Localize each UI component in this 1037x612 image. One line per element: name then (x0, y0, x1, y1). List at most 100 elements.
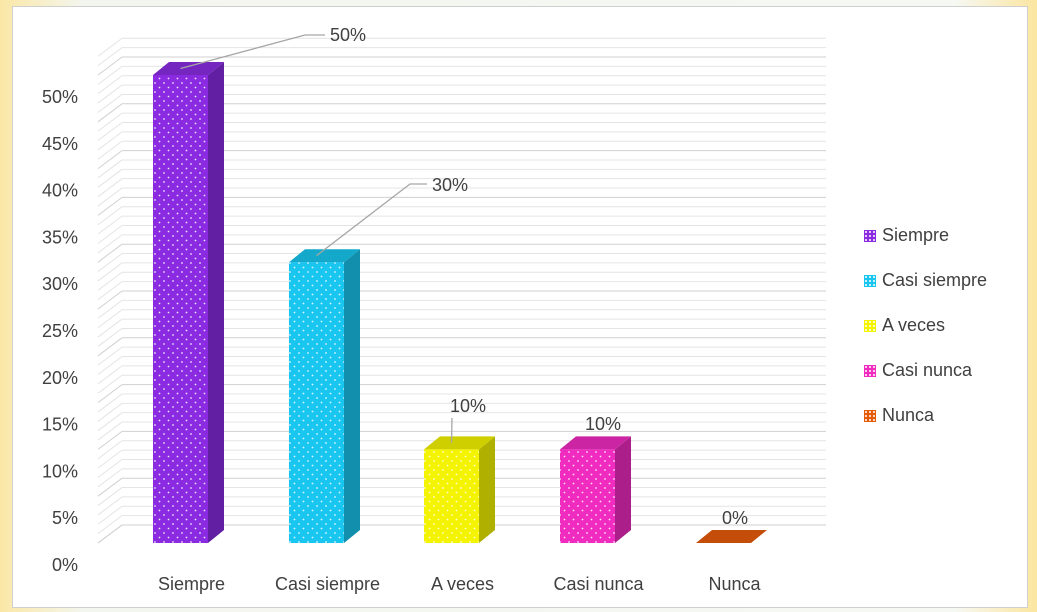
side-wall-line (97, 384, 123, 404)
side-wall-line (97, 346, 123, 366)
side-wall-line (97, 374, 123, 394)
legend-swatch-icon (864, 409, 876, 422)
legend-swatch-icon (864, 319, 876, 332)
side-wall-line (97, 225, 123, 244)
side-wall-line (97, 234, 123, 254)
side-wall-line (97, 459, 123, 478)
side-wall-line (97, 440, 123, 460)
legend-swatch-icon (864, 274, 876, 287)
side-wall-line (97, 215, 123, 235)
leader-line (316, 183, 427, 257)
x-tick-label: Nunca (708, 574, 761, 594)
legend-item: Nunca (864, 393, 1029, 438)
bar (696, 530, 767, 543)
side-wall-line (97, 487, 123, 506)
y-tick-label: 0% (52, 555, 78, 575)
side-wall-line (97, 356, 123, 375)
side-wall-line (97, 496, 123, 516)
data-label: 10% (585, 414, 621, 434)
legend-item: Siempre (864, 213, 1029, 258)
legend-label: Casi nunca (882, 360, 973, 380)
legend-item: Casi nunca (864, 348, 1029, 393)
side-wall-line (97, 412, 123, 432)
y-tick-label: 25% (42, 321, 78, 341)
y-tick-label: 45% (42, 134, 78, 154)
side-wall-line (97, 328, 123, 347)
side-wall-line (97, 187, 123, 207)
side-wall-line (97, 253, 123, 272)
side-wall-line (97, 365, 123, 385)
y-tick-label: 5% (52, 508, 78, 528)
side-wall-line (97, 468, 123, 488)
data-labels: 50% 30% 10% 10% 0% (180, 25, 748, 528)
data-label: 0% (722, 508, 748, 528)
bars (153, 62, 767, 543)
y-tick-label: 20% (42, 368, 78, 388)
side-wall-line (97, 337, 123, 357)
side-wall-line (97, 477, 123, 497)
y-tick-label: 35% (42, 227, 78, 247)
side-wall-line (97, 140, 123, 160)
x-tick-label: A veces (431, 574, 494, 594)
side-wall-line (97, 112, 123, 132)
side-wall-line (97, 393, 123, 413)
legend-swatch-icon (864, 364, 876, 377)
side-wall-line (97, 271, 123, 291)
side-wall-line (97, 515, 123, 535)
side-wall-line (97, 178, 123, 198)
data-label: 50% (330, 25, 366, 45)
legend-item: A veces (864, 303, 1029, 348)
side-wall-line (97, 430, 123, 450)
side-wall-line (97, 421, 123, 441)
legend: Siempre Casi siempre A veces Casi nunca … (864, 213, 1029, 438)
side-wall-line (97, 402, 123, 422)
side-wall-line (97, 206, 123, 226)
y-tick-label: 40% (42, 181, 78, 201)
side-wall-line (97, 103, 123, 123)
x-tick-label: Casi siempre (275, 574, 380, 594)
data-label: 10% (450, 396, 486, 416)
legend-label: Siempre (882, 225, 950, 245)
side-wall-line (97, 47, 123, 67)
side-wall-line (97, 94, 123, 113)
legend-label: A veces (882, 315, 946, 335)
side-wall-line (97, 243, 123, 263)
x-tick-label: Casi nunca (553, 574, 644, 594)
bar (153, 62, 224, 543)
side-wall-line (97, 318, 123, 338)
y-tick-label: 15% (42, 415, 78, 435)
y-axis-tick-labels: 0% 5% 10% 15% 20% 25% 30% 35% 40% 45% 50% (42, 87, 78, 575)
side-wall-line (97, 75, 123, 95)
side-wall-line (97, 309, 123, 329)
side-wall-line (97, 150, 123, 170)
side-wall-line (97, 262, 123, 282)
bar (424, 436, 495, 543)
y-tick-label: 10% (42, 461, 78, 481)
side-wall-line (97, 131, 123, 151)
side-wall-line (97, 281, 123, 301)
x-tick-label: Siempre (158, 574, 225, 594)
bar (560, 436, 631, 543)
leader-line (180, 34, 325, 70)
bar (289, 249, 360, 543)
side-wall-line (97, 56, 123, 76)
legend-label: Casi siempre (882, 270, 988, 290)
side-wall-line (97, 122, 123, 141)
side-wall-line (97, 37, 123, 57)
data-label: 30% (432, 175, 468, 195)
y-tick-label: 30% (42, 274, 78, 294)
side-wall-line (97, 299, 123, 319)
x-axis-tick-labels: Siempre Casi siempre A veces Casi nunca Nunc… (158, 574, 762, 594)
side-wall-line (97, 449, 123, 469)
y-tick-label: 50% (42, 87, 78, 107)
side-wall-line (97, 168, 123, 188)
legend-item: Casi siempre (864, 258, 1029, 303)
side-wall-line (97, 84, 123, 104)
side-wall-line (97, 290, 123, 310)
side-wall-line (97, 196, 123, 216)
legend-label: Nunca (882, 405, 935, 425)
side-wall-line (97, 159, 123, 179)
legend-swatch-icon (864, 229, 876, 242)
